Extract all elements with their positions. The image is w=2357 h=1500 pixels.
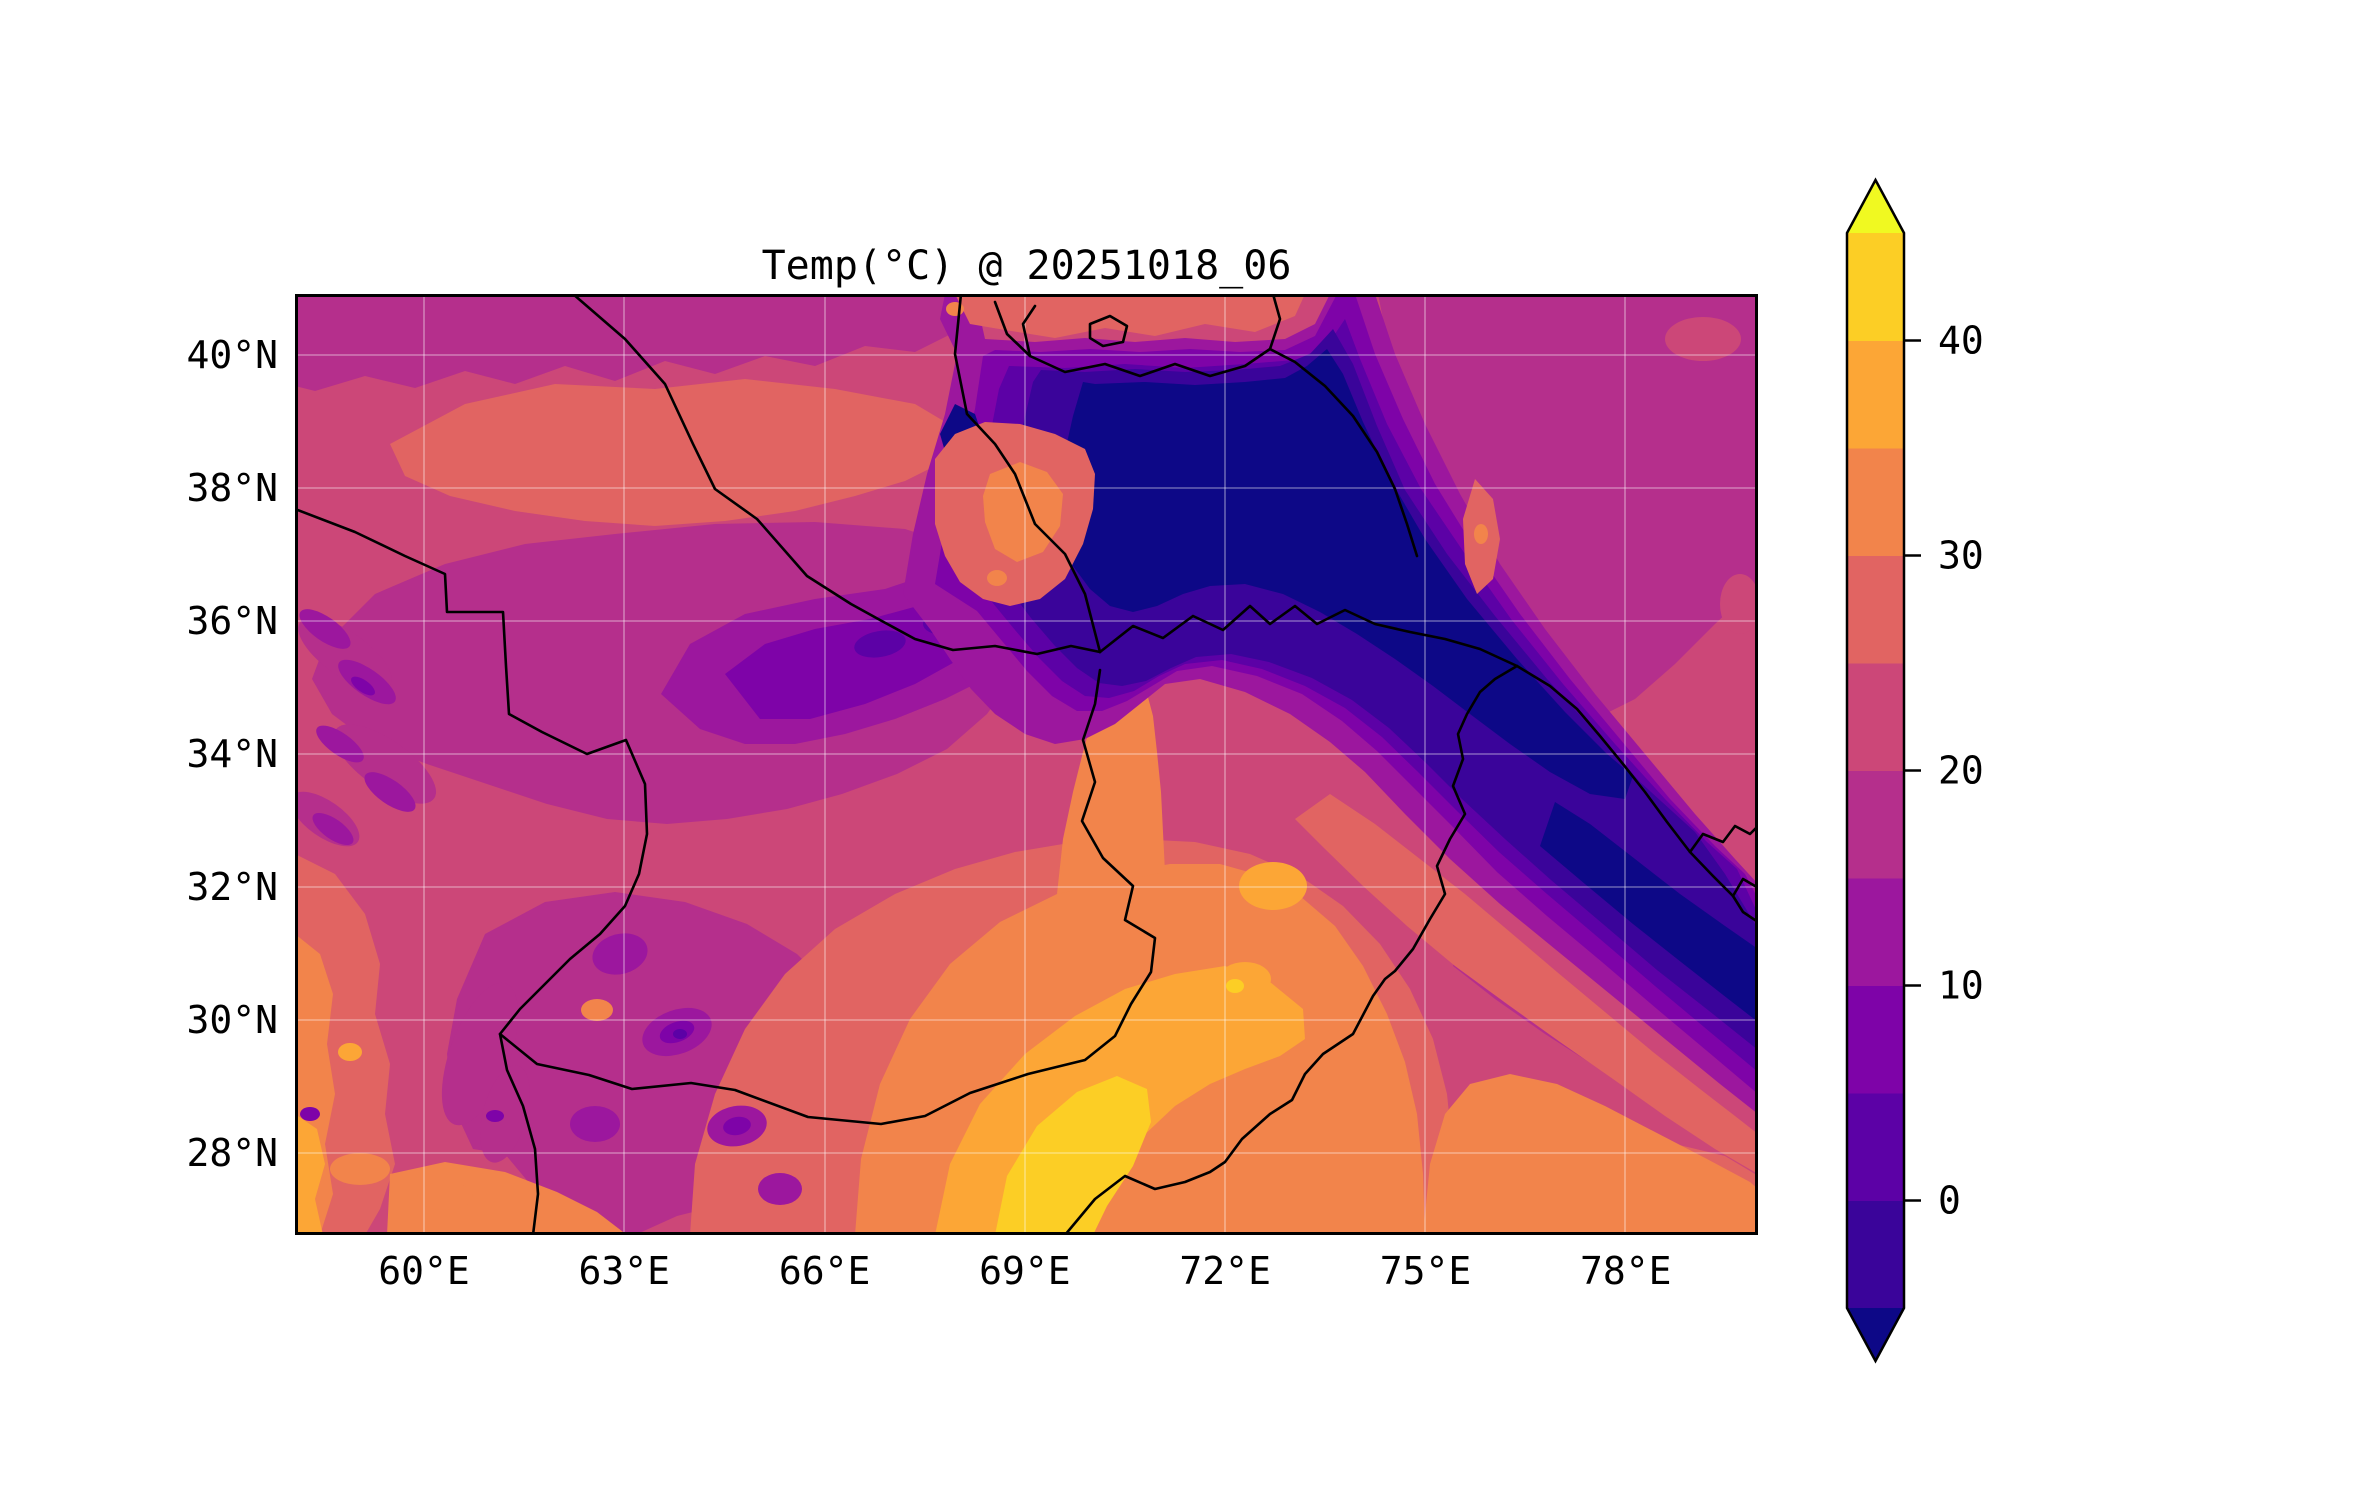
- colorbar-tick-label: 0: [1938, 1179, 1961, 1223]
- temp-field-regions-part: [570, 1106, 620, 1142]
- country-borders-part: [953, 294, 1102, 654]
- temp-field-regions-part: [673, 1029, 687, 1039]
- country-borders-part: [1021, 304, 1037, 358]
- title-line-1: Temp(°C) @ 20251018_06: [761, 243, 1292, 289]
- temp-field-regions-part: [333, 724, 437, 804]
- colorbar-tick-labels: 40 30 20 10 0: [1938, 319, 1984, 1223]
- colorbar-band: [1847, 233, 1904, 341]
- temp-field-regions-part: [995, 1076, 1151, 1235]
- country-borders-part: [571, 294, 1102, 656]
- colorbar: 40 30 20 10 0: [1845, 177, 1984, 1364]
- temp-field-regions-part: [300, 1107, 320, 1121]
- temp-field-regions-part: [1057, 674, 1165, 894]
- x-tick-label: 78°E: [1580, 1249, 1672, 1293]
- temp-field-regions-part: [723, 1116, 751, 1136]
- temp-field-regions-part: [1226, 979, 1244, 993]
- temp-field-regions-part: [1239, 862, 1307, 910]
- colorbar-band: [1847, 1200, 1904, 1309]
- temp-field-regions-part: [1295, 794, 1758, 1174]
- country-borders-part: [1731, 877, 1757, 898]
- temp-field-regions-part: [387, 1162, 627, 1235]
- temp-field-regions-part: [983, 462, 1063, 562]
- plot-frame: [295, 294, 1758, 1235]
- y-tick-label: 32°N: [186, 865, 278, 909]
- y-tick-label: 40°N: [186, 333, 278, 377]
- temp-field-regions-part: [338, 1043, 362, 1061]
- temp-field-regions-part: [1665, 317, 1741, 361]
- colorbar-tick-label: 20: [1938, 749, 1984, 793]
- temp-field-regions-part: [364, 772, 416, 812]
- country-borders-part: [1088, 314, 1129, 348]
- colorbar-band: [1847, 770, 1904, 879]
- temp-field-regions-part: [330, 1153, 390, 1185]
- temp-field-regions-part: [1423, 1074, 1758, 1235]
- colorbar-outline: [1845, 177, 1906, 1364]
- x-tick-label: 72°E: [1179, 1249, 1271, 1293]
- y-tick-label: 30°N: [186, 998, 278, 1042]
- temp-field-regions-part: [441, 982, 519, 1126]
- temp-field-regions-part: [295, 1114, 325, 1235]
- colorbar-under-arrow: [1847, 1308, 1904, 1361]
- temp-field-regions-part: [312, 812, 354, 846]
- colorbar-ticks: [1904, 339, 1921, 1202]
- temp-field-regions-part: [316, 725, 364, 763]
- temp-field-regions-part: [295, 294, 970, 391]
- country-borders-part: [498, 668, 1157, 1126]
- colorbar-band: [1847, 985, 1904, 1094]
- x-tick-label: 60°E: [378, 1249, 470, 1293]
- colorbar-band: [1847, 663, 1904, 771]
- temp-field-regions-part: [955, 294, 1305, 338]
- temp-field-regions-part: [1474, 524, 1488, 544]
- y-tick-label: 28°N: [186, 1131, 278, 1175]
- colorbar-band: [1847, 555, 1904, 664]
- country-borders-part: [1688, 824, 1758, 854]
- y-tick-label: 36°N: [186, 599, 278, 643]
- colorbar-segments: [1847, 233, 1904, 1309]
- country-borders: [295, 294, 1758, 1235]
- colorbar-tick-label: 10: [1938, 964, 1984, 1008]
- temp-field-regions-part: [987, 570, 1007, 586]
- country-borders-part: [1268, 347, 1419, 558]
- temperature-map: [295, 294, 1758, 1235]
- colorbar-band: [1847, 448, 1904, 556]
- colorbar-band: [1847, 340, 1904, 449]
- country-borders-part: [1098, 604, 1758, 924]
- temp-field-regions-part: [351, 676, 375, 696]
- x-tick-label: 66°E: [778, 1249, 871, 1293]
- temp-field-regions-part: [417, 1182, 473, 1210]
- colorbar-tick-label: 40: [1938, 319, 1984, 363]
- colorbar-band: [1847, 1093, 1904, 1201]
- country-borders-part: [993, 294, 1282, 378]
- y-tick-label: 38°N: [186, 466, 278, 510]
- temp-field-regions-part: [390, 379, 957, 526]
- colorbar-band: [1847, 878, 1904, 986]
- temp-field-regions-part: [480, 1065, 530, 1163]
- graticule-gridlines: [295, 294, 1758, 1235]
- temp-field-regions-part: [854, 630, 906, 658]
- x-tick-label: 69°E: [979, 1249, 1071, 1293]
- temp-field-regions: [295, 294, 1758, 1235]
- colorbar-over-arrow: [1847, 180, 1904, 233]
- temp-field-regions-part: [1540, 802, 1758, 1022]
- country-borders-part: [1063, 664, 1519, 1235]
- x-tick-label: 63°E: [578, 1249, 671, 1293]
- temp-field-regions-part: [592, 933, 648, 975]
- temp-field-regions-part: [758, 1173, 802, 1205]
- temp-field-regions-part: [486, 1110, 504, 1122]
- temp-field-regions-part: [946, 302, 964, 316]
- x-tick-label: 75°E: [1379, 1249, 1472, 1293]
- temp-field-regions-part: [299, 609, 351, 649]
- temp-field-regions-part: [1720, 574, 1758, 634]
- temp-field-regions-part: [1219, 962, 1271, 996]
- temp-field-regions-part: [581, 999, 613, 1021]
- y-tick-label: 34°N: [186, 732, 278, 776]
- colorbar-tick-label: 30: [1938, 534, 1984, 578]
- country-borders-part: [295, 507, 649, 1235]
- temp-field-regions-part: [1378, 294, 1758, 719]
